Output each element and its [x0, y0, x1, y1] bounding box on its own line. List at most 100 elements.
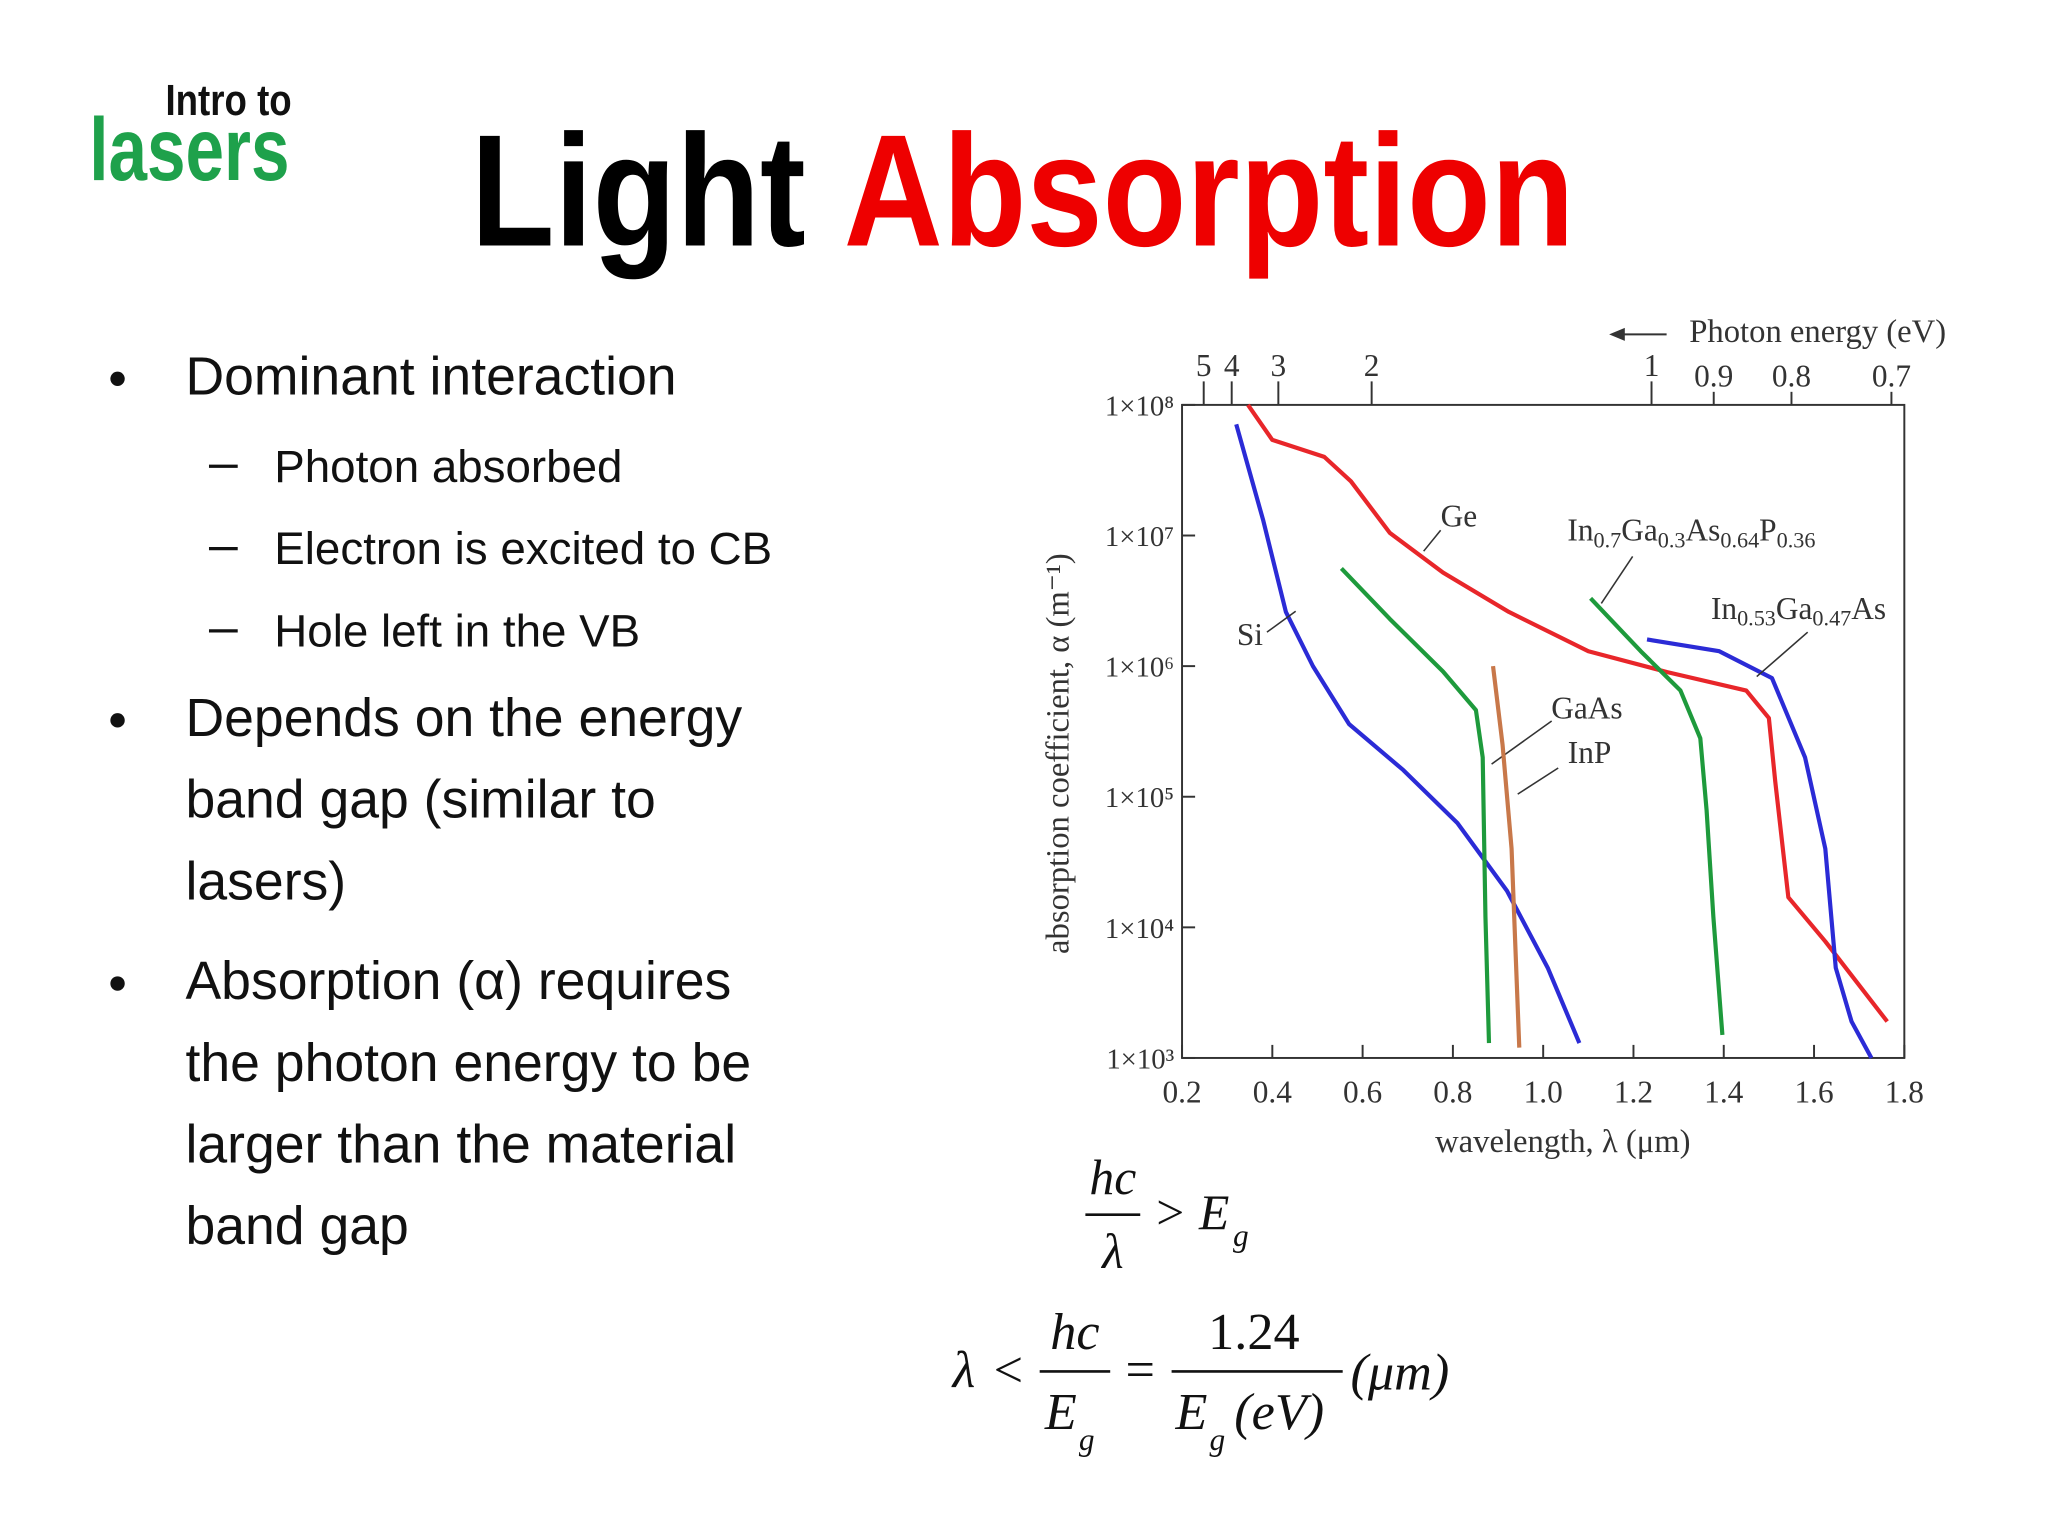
- title-first: Light: [471, 102, 806, 280]
- label-part: Ge: [1441, 498, 1478, 533]
- sub-bullet-text: Photon absorbed: [274, 441, 622, 492]
- equals: =: [1126, 1341, 1155, 1399]
- rhs: E: [1198, 1185, 1229, 1240]
- y-tick-label: 1×10³: [1106, 1043, 1174, 1075]
- label-part: 0.53: [1737, 606, 1776, 631]
- data-line: [1490, 665, 1522, 1048]
- label-leader: [1266, 610, 1297, 633]
- label-leader: [1600, 555, 1634, 604]
- denominator: λ: [1100, 1224, 1124, 1279]
- bullet-text: the photon energy to be: [185, 1034, 751, 1093]
- denominator: E: [1175, 1383, 1208, 1441]
- data-line: [1589, 596, 1725, 1036]
- x2-tick-label: 0.9: [1694, 359, 1733, 394]
- denominator-subscript: g: [1079, 1422, 1095, 1457]
- logo-bottom: lasers: [89, 100, 289, 199]
- x2-tick-label: 0.7: [1872, 359, 1911, 394]
- slide-title: Light Absorption: [471, 102, 1575, 280]
- x-tick-label: 1.2: [1614, 1074, 1653, 1109]
- bullet-text: band gap (similar to: [185, 771, 655, 830]
- numerator: hc: [1050, 1303, 1099, 1361]
- label-part: As: [1851, 591, 1886, 626]
- rhs-subscript: g: [1233, 1218, 1249, 1253]
- y-tick-label: 1×10⁸: [1105, 390, 1174, 422]
- denominator-suffix: (eV): [1234, 1383, 1324, 1441]
- series-label: InP: [1568, 735, 1612, 770]
- lhs: λ: [951, 1341, 976, 1399]
- x-tick-label: 1.8: [1885, 1074, 1924, 1109]
- label-part: 0.7: [1594, 527, 1622, 552]
- x2-tick-label: 0.8: [1772, 359, 1811, 394]
- bullet-dot: [110, 371, 125, 386]
- x-tick-label: 0.6: [1343, 1074, 1382, 1109]
- y-tick-label: 1×10⁵: [1105, 782, 1174, 814]
- data-line: [1646, 637, 1874, 1059]
- x2-tick-label: 1: [1644, 348, 1660, 383]
- series-label: GaAs: [1551, 690, 1622, 725]
- series-label: Ge: [1441, 498, 1478, 533]
- x-tick-label: 1.4: [1704, 1074, 1743, 1109]
- unit: (μm): [1351, 1344, 1450, 1402]
- x-tick-label: 1.6: [1794, 1074, 1833, 1109]
- denominator: E: [1044, 1383, 1077, 1441]
- x2-tick-label: 2: [1364, 348, 1380, 383]
- y-tick-label: 1×10⁴: [1105, 913, 1174, 945]
- label-part: Ga: [1621, 513, 1658, 548]
- label-part: In: [1711, 591, 1737, 626]
- title-second: Absorption: [844, 102, 1575, 280]
- label-leader: [1756, 631, 1809, 678]
- x-axis-label: wavelength, λ (μm): [1435, 1124, 1690, 1160]
- label-part: Ga: [1776, 591, 1813, 626]
- bullet-text: Depends on the energy: [185, 689, 742, 748]
- logo-top: Intro to: [165, 77, 291, 124]
- relation: <: [994, 1341, 1023, 1399]
- label-part: 0.47: [1812, 606, 1851, 631]
- y-axis-label: absorption coefficient, α (m⁻¹): [1040, 553, 1076, 954]
- x2-tick-label: 3: [1271, 348, 1287, 383]
- label-leader: [1423, 529, 1442, 552]
- label-part: 0.64: [1720, 527, 1759, 552]
- label-leader: [1517, 767, 1559, 795]
- content: Dominant interaction Photon absorbed Elect…: [110, 314, 1946, 1457]
- sub-bullet-text: Hole left in the VB: [274, 606, 640, 657]
- label-part: As: [1686, 513, 1721, 548]
- series-label: In0.53Ga0.47As: [1711, 591, 1886, 631]
- x2-arrowhead: [1609, 327, 1625, 341]
- plot-frame: [1181, 403, 1906, 1059]
- sub-bullet-text: Electron is excited to CB: [274, 523, 772, 574]
- bullet-text: Absorption (α) requires: [185, 952, 731, 1011]
- bullet-text: Dominant interaction: [185, 347, 676, 406]
- x-tick-label: 0.2: [1162, 1074, 1201, 1109]
- label-part: P: [1759, 513, 1776, 548]
- label-part: 0.36: [1777, 527, 1816, 552]
- data-line: [1246, 403, 1889, 1023]
- label-part: GaAs: [1551, 690, 1622, 725]
- label-part: Si: [1237, 617, 1263, 652]
- label-part: 0.3: [1658, 527, 1686, 552]
- label-part: In: [1567, 513, 1593, 548]
- series-label: In0.7Ga0.3As0.64P0.36: [1567, 513, 1815, 553]
- x-tick-label: 0.8: [1433, 1074, 1472, 1109]
- bullet-text: lasers): [185, 852, 346, 911]
- numerator: hc: [1089, 1150, 1136, 1205]
- y-tick-label: 1×10⁷: [1105, 521, 1174, 553]
- bullet-text: band gap: [185, 1197, 408, 1256]
- bullet-text: larger than the material: [185, 1115, 736, 1174]
- bullet-dot: [110, 713, 125, 728]
- label-part: InP: [1568, 735, 1612, 770]
- relation: >: [1156, 1185, 1184, 1240]
- numerator: 1.24: [1208, 1303, 1299, 1361]
- x2-tick-label: 5: [1196, 348, 1212, 383]
- x-tick-label: 0.4: [1253, 1074, 1292, 1109]
- x-tick-label: 1.0: [1524, 1074, 1563, 1109]
- y-tick-label: 1×10⁶: [1105, 652, 1174, 684]
- x2-axis-label: Photon energy (eV): [1689, 314, 1946, 350]
- x2-tick-label: 4: [1224, 348, 1240, 383]
- bullet-dot: [110, 976, 125, 991]
- denominator-subscript: g: [1209, 1422, 1225, 1457]
